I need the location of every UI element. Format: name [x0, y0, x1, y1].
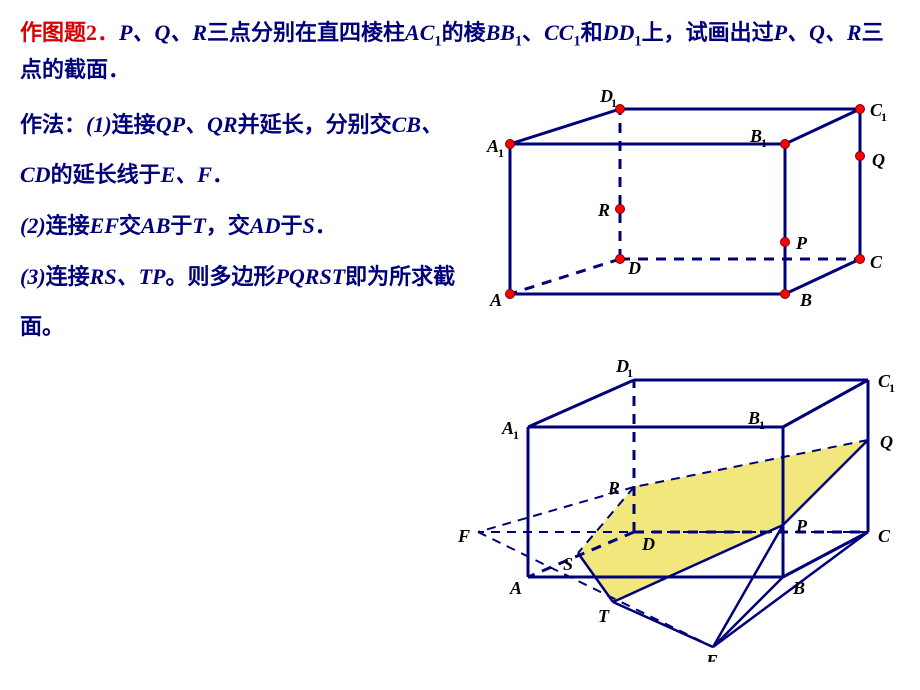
svg-text:D: D	[641, 534, 655, 554]
svg-text:R: R	[597, 200, 610, 220]
svg-text:E: E	[705, 651, 718, 662]
svg-text:1: 1	[498, 146, 504, 160]
svg-text:1: 1	[761, 136, 767, 150]
svg-text:1: 1	[513, 428, 519, 442]
svg-text:C: C	[870, 252, 883, 272]
figure-1: ABCDA1B1C1D1PQR	[480, 84, 900, 314]
svg-text:A: A	[489, 290, 502, 310]
svg-text:Q: Q	[880, 432, 893, 452]
svg-text:R: R	[607, 478, 620, 498]
title-label: 作图题2．	[20, 20, 119, 45]
svg-text:Q: Q	[872, 150, 885, 170]
problem-title: 作图题2．P、Q、R三点分别在直四棱柱AC1的棱BB1、CC1和DD1上，试画出…	[20, 16, 900, 86]
svg-text:1: 1	[889, 381, 895, 395]
svg-text:1: 1	[881, 110, 887, 124]
svg-text:P: P	[795, 233, 808, 253]
svg-text:1: 1	[759, 418, 765, 432]
svg-text:F: F	[457, 526, 470, 546]
svg-text:T: T	[598, 606, 610, 626]
svg-text:1: 1	[627, 366, 633, 380]
svg-text:B: B	[792, 578, 805, 598]
svg-text:S: S	[563, 554, 573, 574]
svg-text:1: 1	[611, 96, 617, 110]
solution-steps: 作法：(1)连接QP、QR并延长，分别交CB、CD的延长线于E、F． (2)连接…	[20, 100, 460, 353]
svg-text:A: A	[509, 578, 522, 598]
svg-text:P: P	[795, 516, 808, 536]
svg-text:B: B	[799, 290, 812, 310]
svg-text:C: C	[878, 526, 891, 546]
svg-text:D: D	[627, 258, 641, 278]
figure-2: ABCDA1B1C1D1PQREFST	[418, 332, 908, 662]
